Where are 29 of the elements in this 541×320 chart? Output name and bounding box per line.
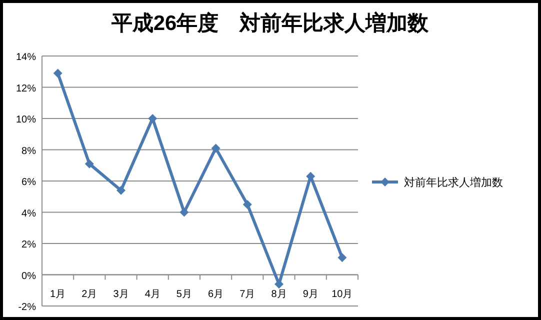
point (53, 68, 62, 78)
point (242, 200, 252, 209)
y-tick-label: 0% (22, 270, 36, 282)
x-tick-label: 10月 (332, 288, 353, 300)
point (338, 253, 347, 262)
y-tick-label: 4% (22, 208, 36, 220)
x-tick-label: 6月 (208, 288, 224, 300)
x-tick-label: 1月 (50, 288, 66, 300)
y-tick-label: 10% (16, 114, 36, 126)
x-tick-label: 2月 (82, 288, 98, 300)
point (116, 186, 126, 195)
y-tick-label: -2% (18, 302, 36, 313)
x-tick-label: 3月 (113, 288, 129, 300)
y-tick-label: 8% (22, 146, 36, 157)
legend-label: 対前年比求人増加数 (404, 176, 503, 189)
point (148, 114, 158, 123)
point (84, 159, 94, 168)
chart-title: 平成26年度 対前年比求人増加数 (110, 11, 430, 35)
x-tick-label: 8月 (271, 288, 287, 300)
y-tick-label: 12% (16, 83, 36, 94)
x-tick-label: 5月 (176, 288, 192, 300)
y-tick-label: 6% (22, 177, 36, 188)
y-tick-label: 14% (16, 52, 36, 63)
x-tick-label: 9月 (302, 288, 318, 300)
y-tick-label: 2% (22, 240, 36, 250)
point (180, 208, 189, 217)
x-tick-label: 4月 (144, 288, 160, 300)
x-tick-label: 7月 (240, 288, 256, 300)
point (211, 144, 220, 153)
